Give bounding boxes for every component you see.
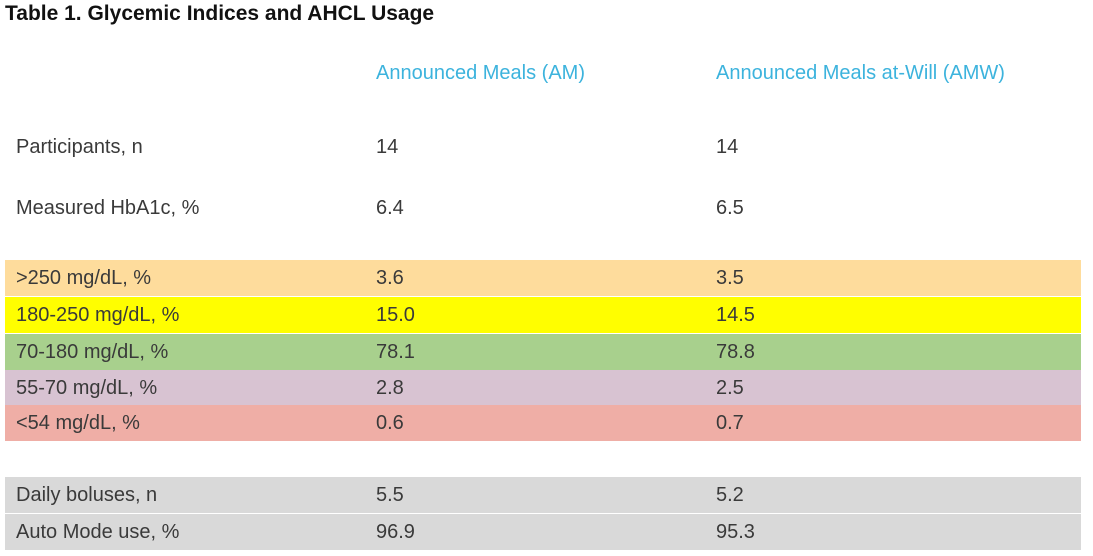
row-value-am: 5.5 bbox=[376, 484, 404, 506]
row-value-amw: 0.7 bbox=[716, 412, 744, 434]
row-value-am: 14 bbox=[376, 136, 399, 158]
row-value-am: 0.6 bbox=[376, 412, 404, 434]
table-row-below-54: <54 mg/dL, % 0.6 0.7 bbox=[5, 405, 1081, 441]
table-row-auto-mode-use: Auto Mode use, % 96.9 95.3 bbox=[5, 514, 1081, 550]
table-row-70-180: 70-180 mg/dL, % 78.1 78.8 bbox=[5, 334, 1081, 370]
row-label: 70-180 mg/dL, % bbox=[16, 341, 169, 363]
table-title: Table 1. Glycemic Indices and AHCL Usage bbox=[5, 2, 435, 25]
row-value-amw: 6.5 bbox=[716, 197, 744, 219]
row-value-am: 96.9 bbox=[376, 521, 415, 543]
row-label: 180-250 mg/dL, % bbox=[16, 304, 180, 326]
row-value-amw: 5.2 bbox=[716, 484, 744, 506]
table-row-180-250: 180-250 mg/dL, % 15.0 14.5 bbox=[5, 297, 1081, 333]
row-value-amw: 14.5 bbox=[716, 304, 755, 326]
row-value-am: 3.6 bbox=[376, 267, 404, 289]
row-value-amw: 2.5 bbox=[716, 377, 744, 399]
row-label: >250 mg/dL, % bbox=[16, 267, 152, 289]
table-row-55-70: 55-70 mg/dL, % 2.8 2.5 bbox=[5, 370, 1081, 406]
row-label: Participants, n bbox=[16, 136, 143, 158]
row-value-amw: 14 bbox=[716, 136, 739, 158]
table-row-hba1c: Measured HbA1c, % 6.4 6.5 bbox=[5, 190, 1081, 226]
table-row-above-250: >250 mg/dL, % 3.6 3.5 bbox=[5, 260, 1081, 296]
row-value-amw: 95.3 bbox=[716, 521, 755, 543]
row-value-am: 6.4 bbox=[376, 197, 404, 219]
row-label: <54 mg/dL, % bbox=[16, 412, 140, 434]
column-header-amw: Announced Meals at-Will (AMW) bbox=[716, 62, 1005, 84]
row-value-amw: 78.8 bbox=[716, 341, 755, 363]
table-row-participants: Participants, n 14 14 bbox=[5, 129, 1081, 165]
column-header-am: Announced Meals (AM) bbox=[376, 62, 585, 84]
row-value-am: 78.1 bbox=[376, 341, 415, 363]
row-label: Measured HbA1c, % bbox=[16, 197, 200, 219]
row-label: Daily boluses, n bbox=[16, 484, 158, 506]
row-label: 55-70 mg/dL, % bbox=[16, 377, 158, 399]
row-value-amw: 3.5 bbox=[716, 267, 744, 289]
row-value-am: 15.0 bbox=[376, 304, 415, 326]
row-value-am: 2.8 bbox=[376, 377, 404, 399]
row-label: Auto Mode use, % bbox=[16, 521, 180, 543]
table-row-daily-boluses: Daily boluses, n 5.5 5.2 bbox=[5, 477, 1081, 515]
